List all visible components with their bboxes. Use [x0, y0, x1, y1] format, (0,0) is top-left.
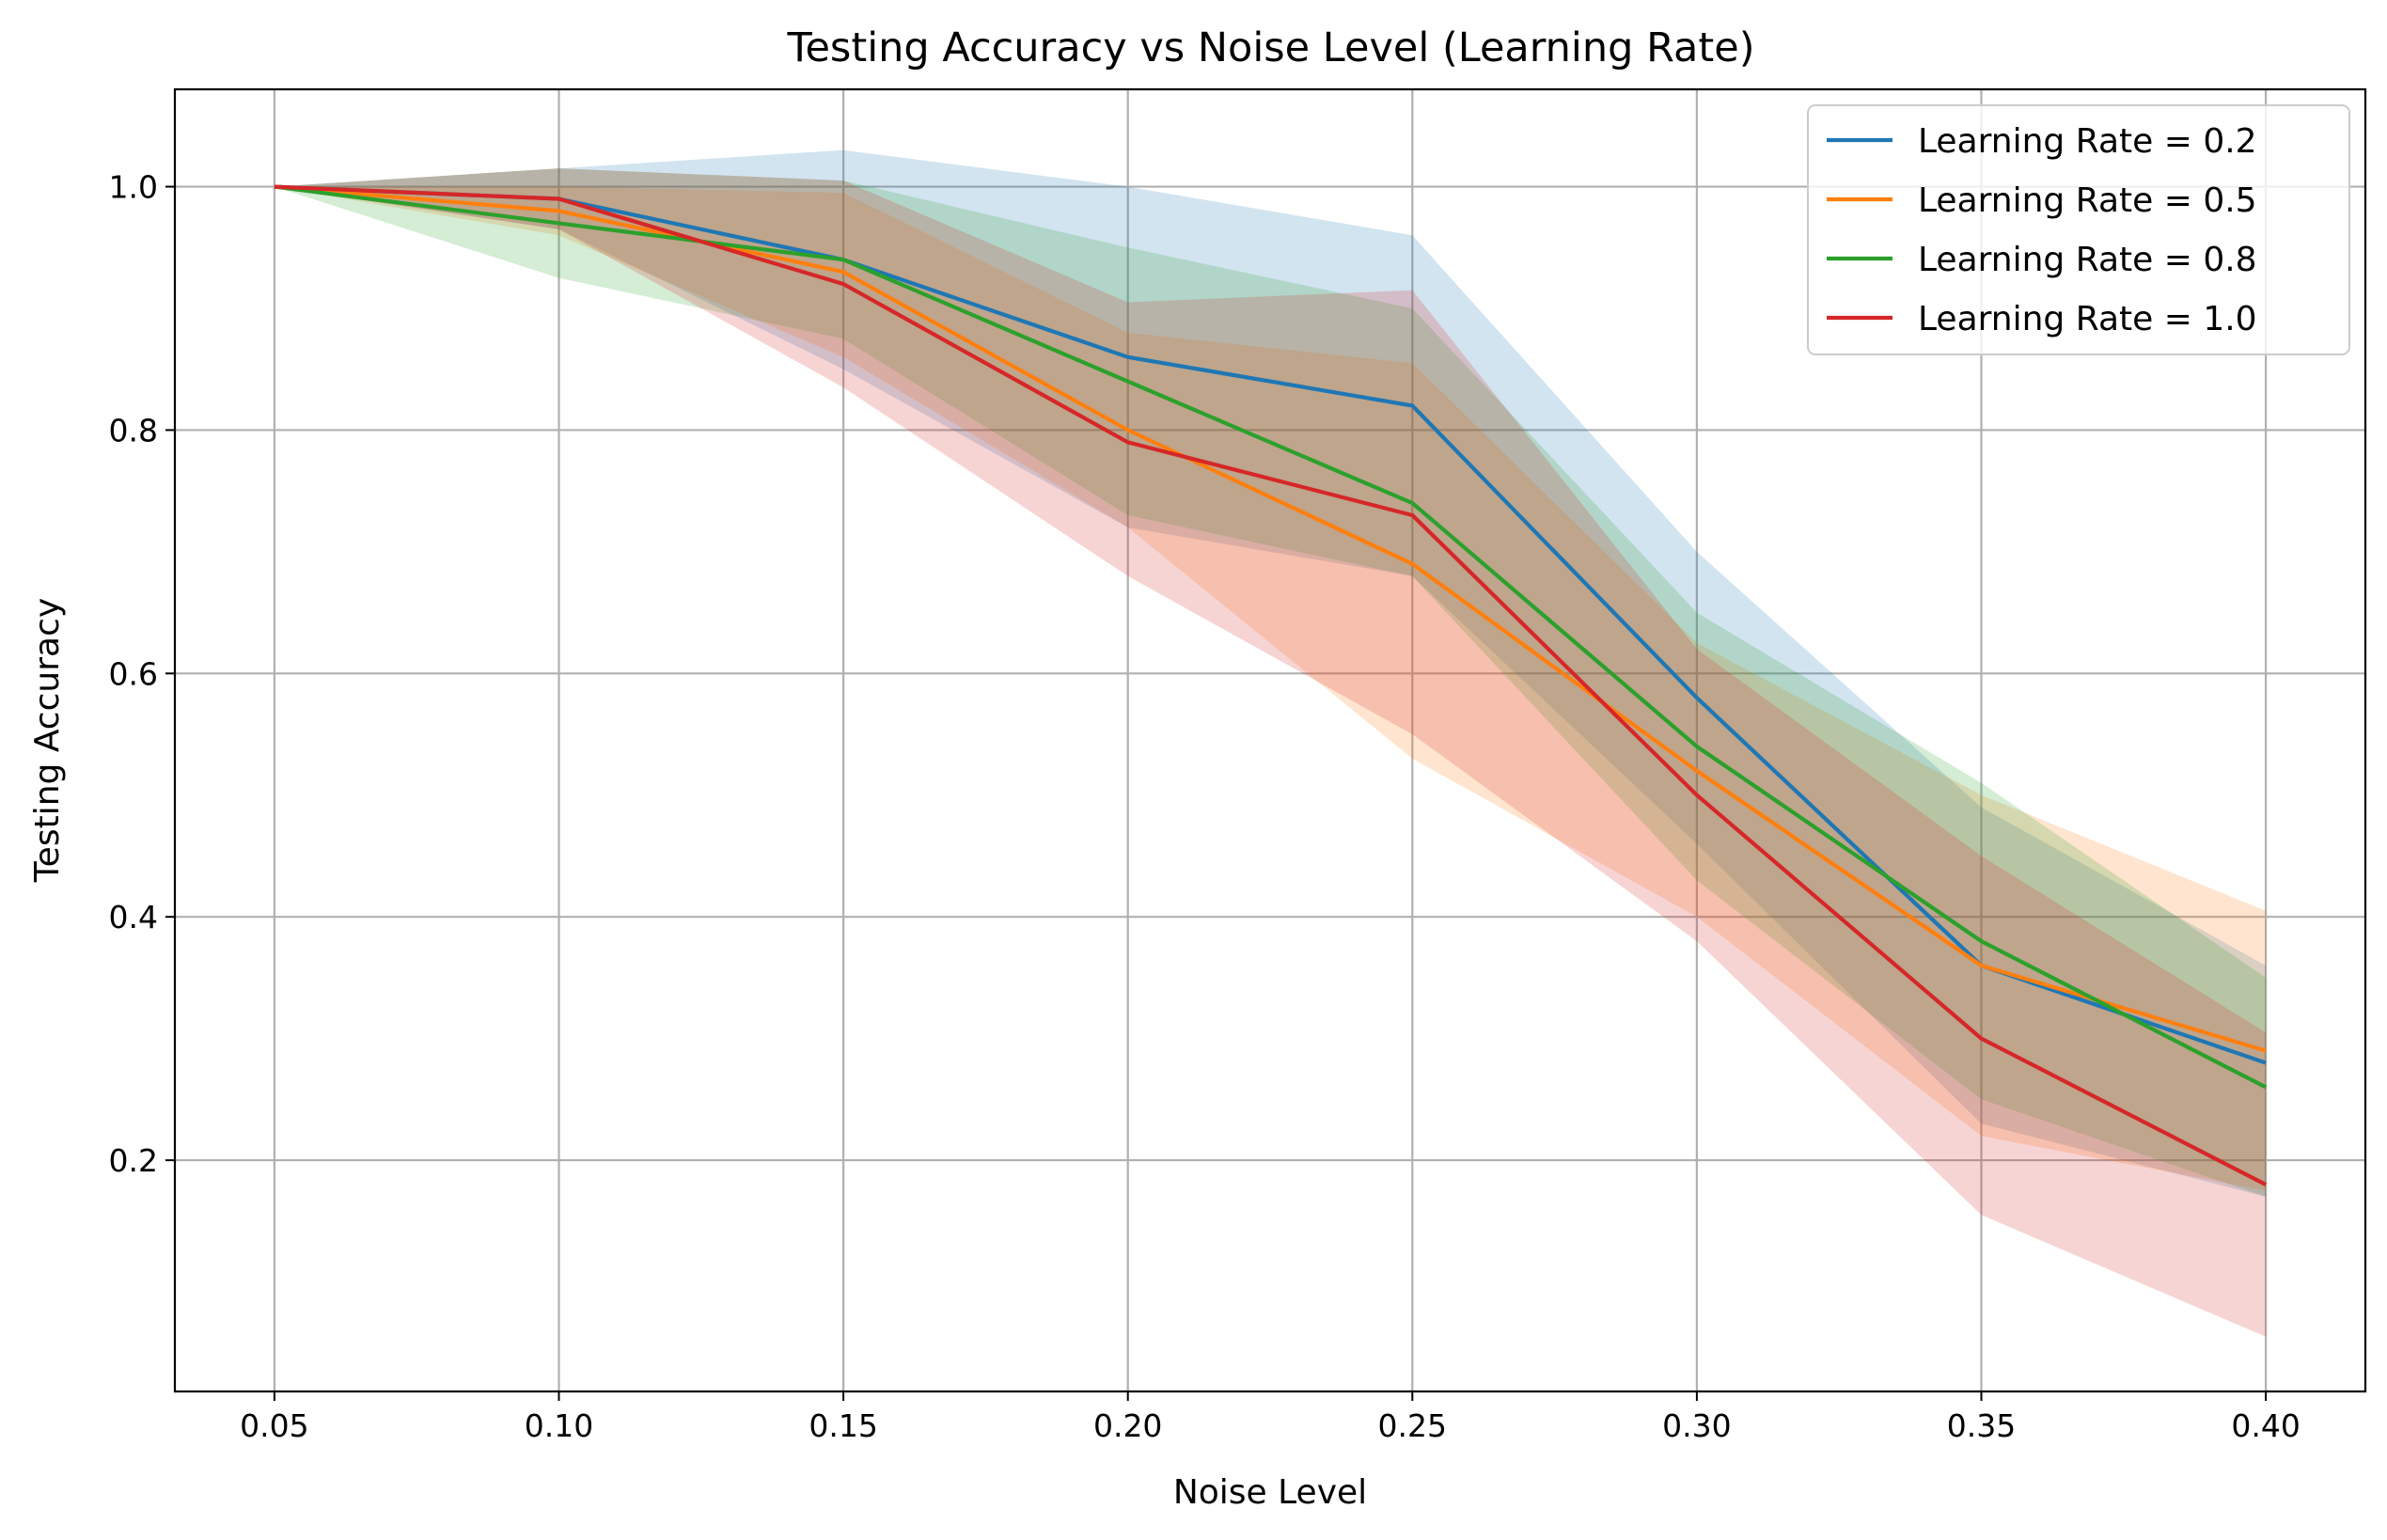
- legend-label: Learning Rate = 0.5: [1918, 181, 2257, 220]
- legend-label: Learning Rate = 0.2: [1918, 122, 2257, 161]
- confidence-band: [274, 168, 2267, 1337]
- x-tick-label: 0.40: [2231, 1407, 2300, 1444]
- series-line: [274, 184, 2267, 1065]
- series-line: [274, 184, 2268, 1186]
- confidence-band: [274, 149, 2267, 1197]
- confidence-band: [274, 168, 2267, 1197]
- legend-label: Learning Rate = 1.0: [1918, 300, 2257, 338]
- y-tick-label: 0.4: [109, 899, 158, 935]
- axis-ticks: 0.05 0.10 0.15 0.20 0.25 0.30 0.35 0.40 0.2 0.4 0.…: [109, 169, 2301, 1444]
- legend: Learning Rate = 0.2 Learning Rate = 0.5 Le…: [1807, 104, 2350, 355]
- x-tick-label: 0.35: [1947, 1407, 2016, 1444]
- series-line: [274, 184, 2268, 1090]
- x-tick-label: 0.10: [525, 1407, 593, 1444]
- x-tick-label: 0.15: [809, 1407, 877, 1444]
- x-tick-label: 0.30: [1662, 1407, 1731, 1444]
- confidence-bands: [274, 149, 2267, 1337]
- chart-title: Testing Accuracy vs Noise Level (Learnin…: [787, 24, 1755, 71]
- x-axis-label: Noise Level: [1173, 1473, 1367, 1512]
- x-tick-label: 0.05: [240, 1407, 308, 1444]
- y-axis-label: Testing Accuracy: [28, 598, 67, 883]
- y-tick-label: 0.2: [109, 1142, 158, 1179]
- y-tick-label: 0.6: [109, 655, 158, 692]
- series-line: [274, 184, 2267, 1053]
- series-lines: [274, 184, 2268, 1186]
- legend-label: Learning Rate = 0.8: [1918, 241, 2257, 279]
- y-tick-label: 1.0: [109, 169, 158, 206]
- confidence-band: [274, 186, 2267, 1191]
- plot-area-frame: [173, 87, 2367, 1393]
- y-tick-label: 0.8: [109, 412, 158, 448]
- x-tick-label: 0.25: [1378, 1407, 1447, 1444]
- x-tick-label: 0.20: [1093, 1407, 1162, 1444]
- legend-box: [1807, 104, 2350, 355]
